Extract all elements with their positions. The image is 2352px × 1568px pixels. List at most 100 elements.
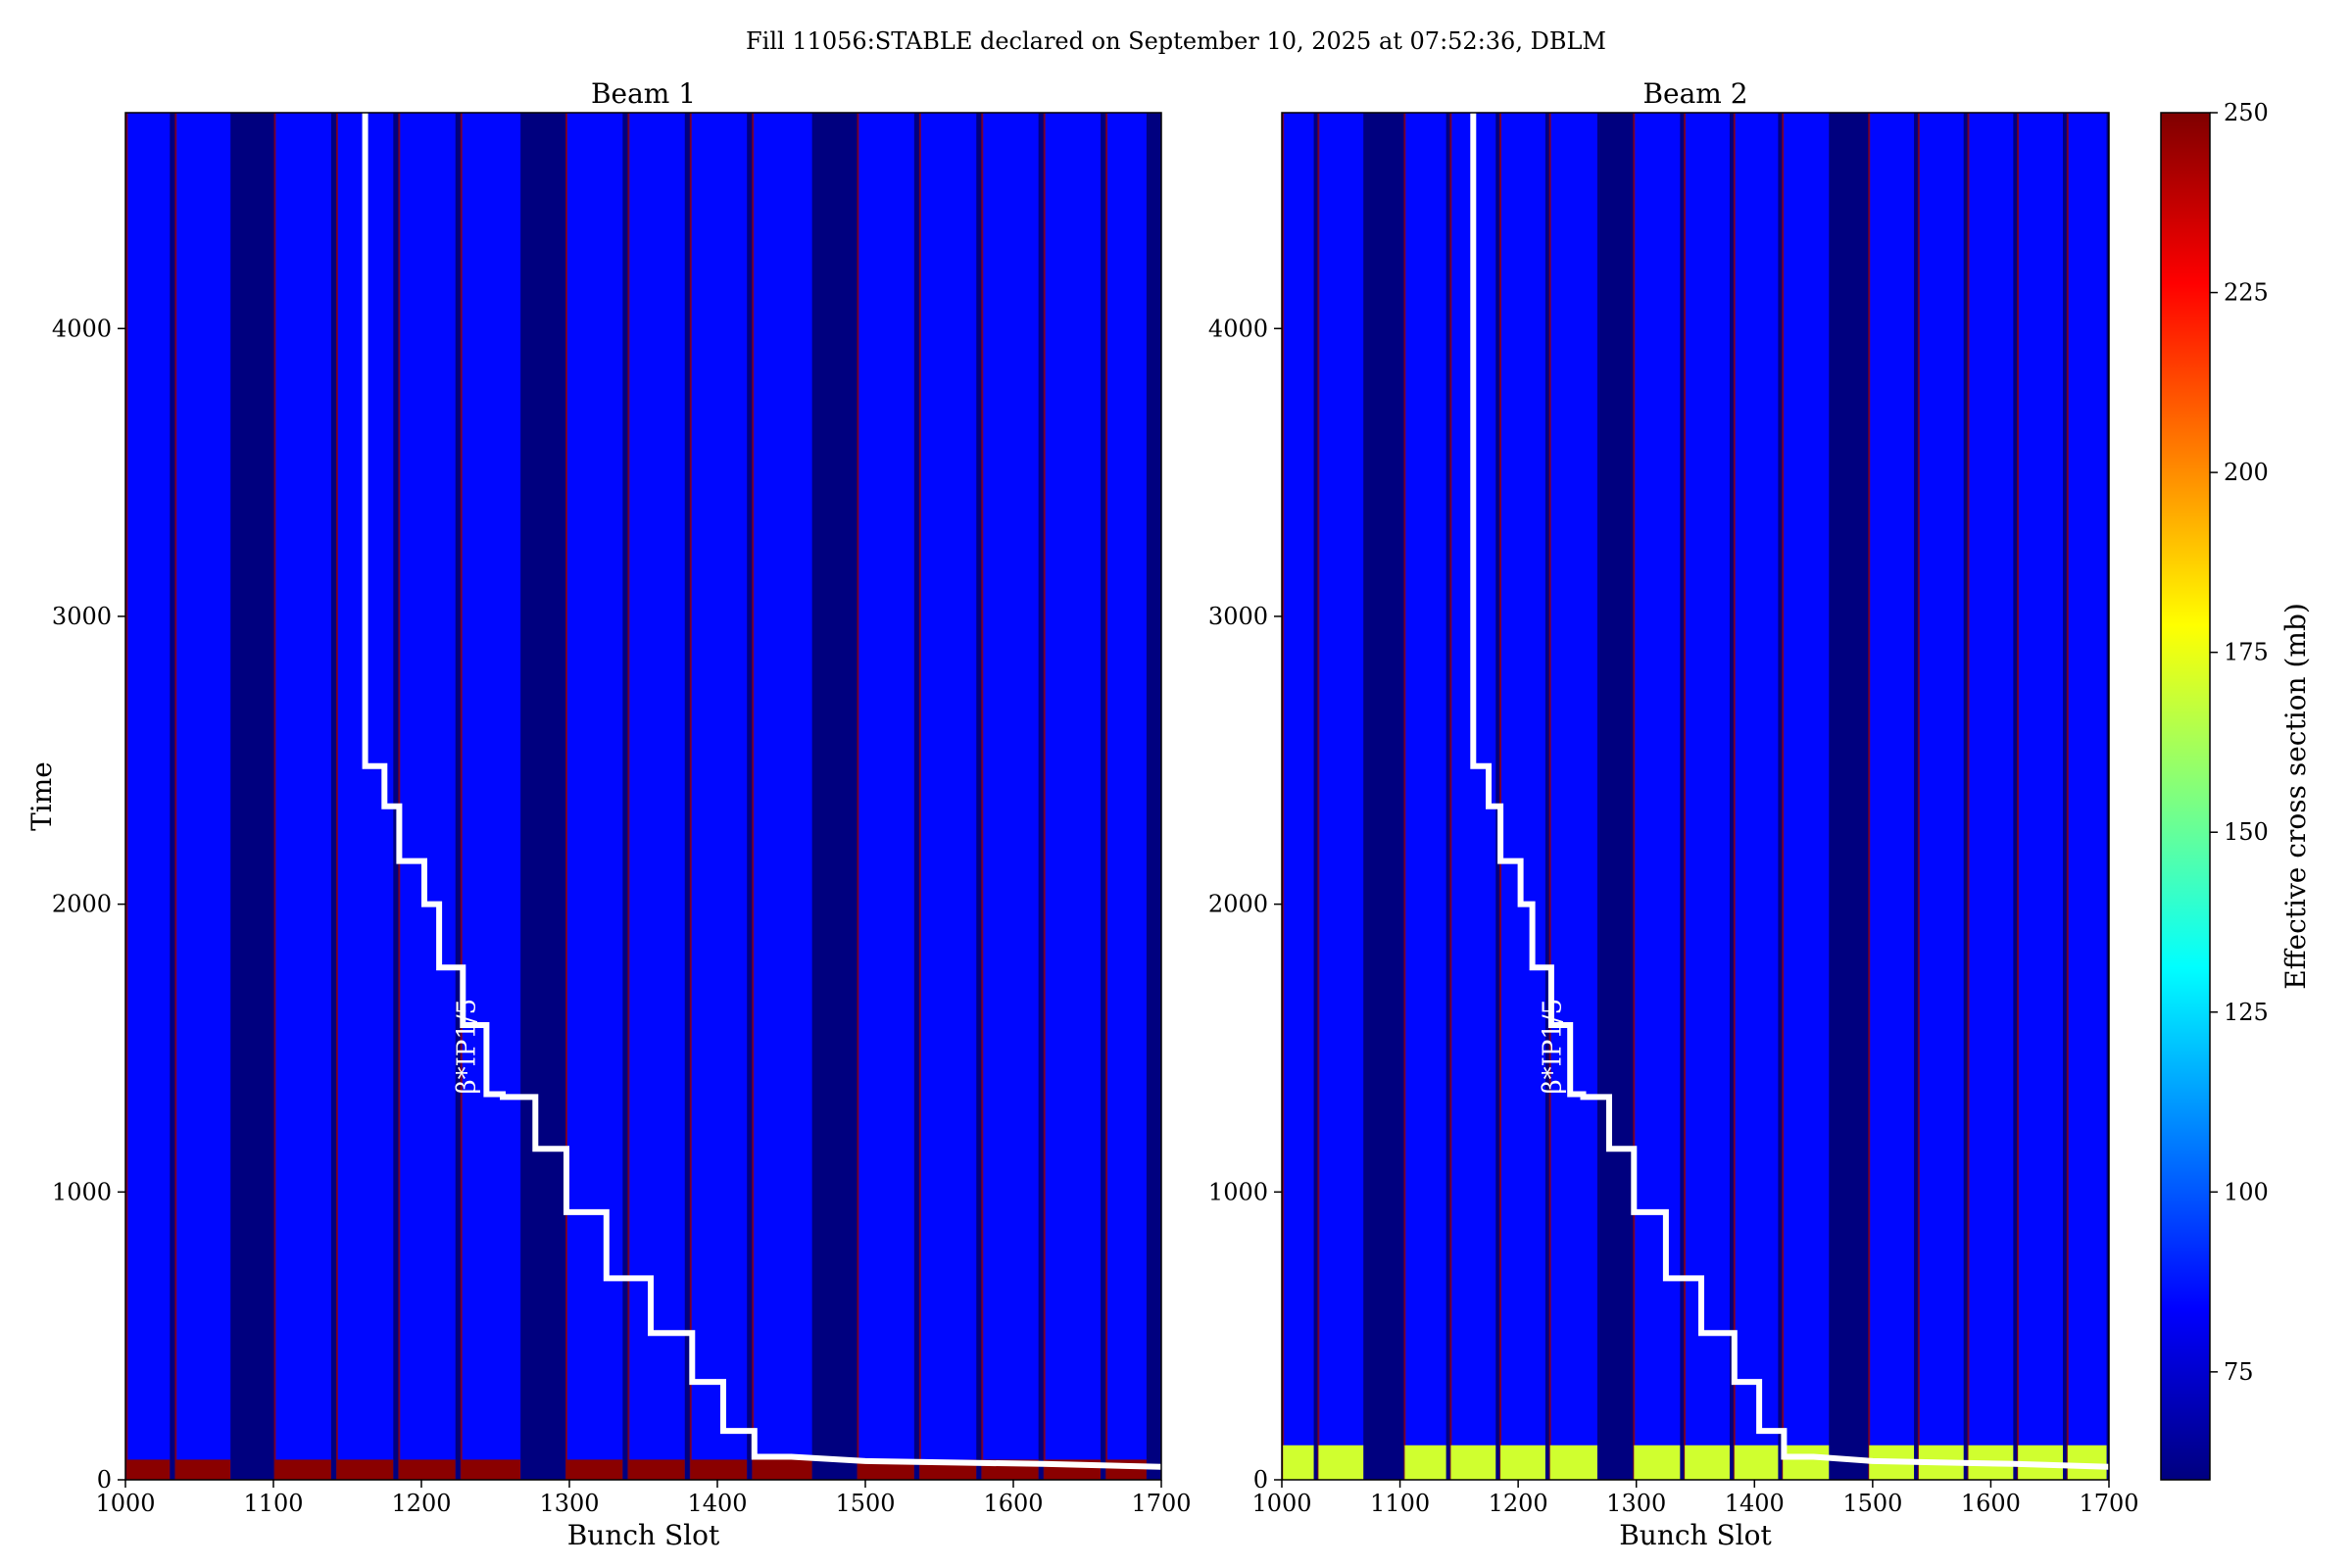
low-time-band bbox=[753, 1459, 812, 1480]
colorbar-gradient bbox=[2160, 112, 2211, 1481]
train-edge-stripe bbox=[335, 113, 338, 1480]
train-edge-stripe bbox=[1633, 113, 1636, 1480]
y-tick-label: 3000 bbox=[1208, 603, 1268, 630]
bunch-train-1 bbox=[1283, 113, 1314, 1480]
y-tick-label: 3000 bbox=[52, 603, 112, 630]
low-time-band bbox=[1549, 1445, 1597, 1480]
bunch-train-5 bbox=[399, 113, 456, 1480]
low-time-band bbox=[690, 1459, 748, 1480]
x-tick-label: 1400 bbox=[687, 1490, 747, 1517]
train-edge-stripe bbox=[1733, 113, 1736, 1480]
colorbar-tick-label: 200 bbox=[2224, 459, 2269, 486]
figure-suptitle: Fill 11056:STABLE declared on September … bbox=[746, 27, 1606, 55]
low-time-band bbox=[461, 1459, 521, 1480]
bunch-train-11 bbox=[1869, 113, 1915, 1480]
panel-beam-2: β*IP1/5 1000 1100 1200 1300 1400 1500 1600 1700 0… bbox=[1208, 77, 2139, 1551]
low-time-band bbox=[565, 1459, 623, 1480]
bunch-train-6 bbox=[461, 113, 521, 1480]
beta-star-step-line bbox=[1470, 113, 2109, 1470]
train-edge-stripe bbox=[398, 113, 401, 1480]
train-edge-stripe bbox=[1499, 113, 1502, 1480]
bunch-train-15 bbox=[1106, 113, 1147, 1480]
colorbar: 75 100 125 150 175 200 225 250 Effective cross s… bbox=[2160, 99, 2312, 1481]
heatmap-panels: β*IP1/5 1000 1100 1200 1300 1400 1500 1600 1700 0… bbox=[25, 77, 2139, 1551]
y-tick-label: 2000 bbox=[52, 891, 112, 918]
train-edge-stripe bbox=[125, 113, 128, 1480]
beta-star-annotation: β*IP1/5 bbox=[452, 999, 481, 1095]
beta-star-annotation: β*IP1/5 bbox=[1539, 999, 1568, 1095]
bunch-train-8 bbox=[628, 113, 685, 1480]
bunch-train-5 bbox=[1500, 113, 1545, 1480]
bunch-train-9 bbox=[1734, 113, 1779, 1480]
x-tick-label: 1500 bbox=[835, 1490, 895, 1517]
x-tick-label: 1300 bbox=[539, 1490, 599, 1517]
x-axis-label: Bunch Slot bbox=[1619, 1519, 1772, 1551]
y-tick-label: 4000 bbox=[52, 315, 112, 342]
bunch-train-9 bbox=[690, 113, 748, 1480]
y-axis-label: Time bbox=[25, 761, 58, 831]
low-time-band bbox=[1734, 1445, 1779, 1480]
bunch-train-7 bbox=[565, 113, 623, 1480]
low-time-band bbox=[858, 1459, 914, 1480]
plot-frame bbox=[1281, 112, 2110, 1481]
bunch-train-6 bbox=[1549, 113, 1597, 1480]
bunch-train-2 bbox=[175, 113, 231, 1480]
x-tick-label: 1700 bbox=[1131, 1490, 1191, 1517]
low-time-band bbox=[336, 1459, 394, 1480]
panel-title: Beam 1 bbox=[591, 77, 696, 110]
y-tick-label: 1000 bbox=[52, 1178, 112, 1205]
bunch-train-13 bbox=[1968, 113, 2014, 1480]
train-edge-stripe bbox=[1548, 113, 1551, 1480]
y-tick-label: 0 bbox=[1253, 1466, 1268, 1494]
bunch-train-12 bbox=[919, 113, 977, 1480]
low-time-band bbox=[175, 1459, 231, 1480]
low-time-band bbox=[399, 1459, 456, 1480]
low-time-band bbox=[274, 1459, 331, 1480]
train-edge-stripe bbox=[918, 113, 921, 1480]
x-axis-label: Bunch Slot bbox=[567, 1519, 720, 1551]
y-tick-label: 2000 bbox=[1208, 891, 1268, 918]
bunch-train-3 bbox=[1404, 113, 1446, 1480]
train-edge-stripe bbox=[857, 113, 859, 1480]
x-tick-label: 1700 bbox=[2079, 1490, 2138, 1517]
colorbar-tick-label: 125 bbox=[2224, 999, 2269, 1026]
x-tick-label: 1400 bbox=[1725, 1490, 1785, 1517]
x-tick-label: 1000 bbox=[95, 1490, 155, 1517]
train-edge-stripe bbox=[1449, 113, 1452, 1480]
bunch-train-14 bbox=[2018, 113, 2063, 1480]
train-edge-stripe bbox=[460, 113, 463, 1480]
low-time-band bbox=[1106, 1459, 1147, 1480]
low-time-band bbox=[1450, 1445, 1496, 1480]
train-edge-stripe bbox=[2017, 113, 2020, 1480]
train-edge-stripe bbox=[273, 113, 276, 1480]
panel-beam-1: β*IP1/5 1000 1100 1200 1300 1400 1500 1600 1700 0… bbox=[25, 77, 1192, 1551]
low-time-band bbox=[1318, 1445, 1364, 1480]
train-edge-stripe bbox=[564, 113, 567, 1480]
low-time-band bbox=[1685, 1445, 1730, 1480]
x-tick-label: 1600 bbox=[983, 1490, 1043, 1517]
train-edge-stripe bbox=[1105, 113, 1108, 1480]
train-edge-stripe bbox=[2066, 113, 2069, 1480]
colorbar-tick-label: 175 bbox=[2224, 639, 2269, 666]
x-tick-label: 1100 bbox=[243, 1490, 303, 1517]
train-edge-stripe bbox=[1282, 113, 1285, 1480]
x-tick-label: 1300 bbox=[1606, 1490, 1666, 1517]
plot-area bbox=[125, 113, 1161, 1480]
train-edge-stripe bbox=[752, 113, 755, 1480]
y-tick-label: 4000 bbox=[1208, 315, 1268, 342]
bunch-train-14 bbox=[1044, 113, 1102, 1480]
train-edge-stripe bbox=[1403, 113, 1406, 1480]
y-tick-label: 0 bbox=[97, 1466, 112, 1494]
colorbar-tick-label: 100 bbox=[2224, 1178, 2269, 1205]
low-time-band bbox=[1283, 1445, 1314, 1480]
train-edge-stripe bbox=[1782, 113, 1785, 1480]
low-time-band bbox=[1634, 1445, 1681, 1480]
x-tick-label: 1600 bbox=[1961, 1490, 2021, 1517]
bunch-train-2 bbox=[1318, 113, 1364, 1480]
train-edge-stripe bbox=[1868, 113, 1871, 1480]
low-time-band bbox=[2067, 1445, 2107, 1480]
x-tick-label: 1200 bbox=[1489, 1490, 1548, 1517]
low-time-band bbox=[1500, 1445, 1545, 1480]
bunch-train-12 bbox=[1918, 113, 1964, 1480]
